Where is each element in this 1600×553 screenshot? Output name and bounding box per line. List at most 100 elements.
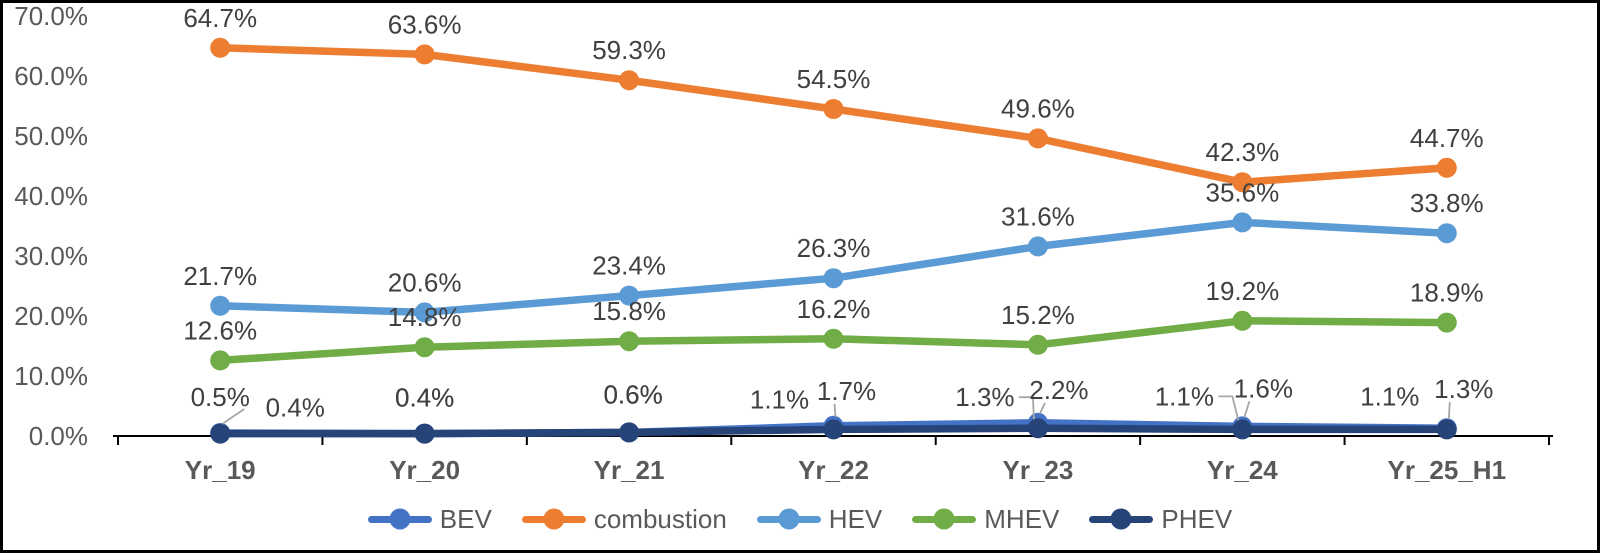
label-leader-line [1218, 395, 1240, 421]
data-label-combustion-Yr_24: 42.3% [1205, 137, 1279, 167]
data-label-combustion-Yr_22: 54.5% [797, 64, 871, 94]
data-label-HEV-Yr_20: 20.6% [388, 267, 462, 297]
data-point-MHEV-Yr_21 [619, 331, 640, 352]
data-label-PHEV-Yr_19: 0.4% [266, 393, 325, 423]
x-axis-category-label: Yr_19 [185, 455, 256, 485]
data-label-MHEV-Yr_23: 15.2% [1001, 300, 1075, 330]
label-leader-line [833, 403, 837, 417]
data-label-PHEV-Yr_21: 0.6% [603, 379, 662, 409]
legend-marker-dot-icon [1110, 508, 1132, 530]
legend-marker-icon [367, 508, 432, 530]
data-label-BEV-Yr_20: 0.4% [395, 383, 454, 413]
data-label-PHEV-Yr_23: 1.3% [955, 382, 1014, 412]
legend-marker-icon [521, 508, 586, 530]
data-point-HEV-Yr_25_H1 [1436, 223, 1457, 244]
data-point-MHEV-Yr_19 [210, 350, 231, 371]
label-leader-line [221, 408, 245, 425]
y-axis-tick-label: 0.0% [29, 421, 88, 451]
legend-label: combustion [593, 504, 727, 534]
x-axis-category-label: Yr_24 [1207, 455, 1278, 485]
data-label-HEV-Yr_22: 26.3% [797, 233, 871, 263]
label-leader-line [1447, 402, 1451, 420]
y-axis-tick-label: 30.0% [14, 241, 88, 271]
data-label-combustion-Yr_21: 59.3% [592, 35, 666, 65]
data-label-combustion-Yr_19: 64.7% [183, 3, 257, 33]
data-label-MHEV-Yr_19: 12.6% [183, 315, 257, 345]
label-leader-line [1018, 396, 1035, 420]
data-label-BEV-Yr_23: 2.2% [1029, 375, 1088, 405]
data-point-HEV-Yr_21 [619, 285, 640, 306]
data-point-MHEV-Yr_22 [823, 328, 844, 349]
y-axis-tick-label: 60.0% [14, 61, 88, 91]
data-label-MHEV-Yr_24: 19.2% [1205, 276, 1279, 306]
data-point-PHEV-Yr_24 [1232, 419, 1253, 440]
chart-legend: BEV combustion HEV MHEV PHEV [3, 497, 1597, 541]
legend-marker-icon [912, 508, 977, 530]
legend-marker-dot-icon [933, 508, 955, 530]
data-label-combustion-Yr_20: 63.6% [388, 9, 462, 39]
data-label-HEV-Yr_24: 35.6% [1205, 177, 1279, 207]
data-label-HEV-Yr_19: 21.7% [183, 261, 257, 291]
data-label-MHEV-Yr_25_H1: 18.9% [1410, 278, 1484, 308]
data-point-HEV-Yr_20 [414, 302, 435, 323]
data-label-PHEV-Yr_22: 1.1% [750, 384, 809, 414]
data-label-PHEV-Yr_25_H1: 1.1% [1360, 381, 1419, 411]
data-point-combustion-Yr_21 [619, 70, 640, 91]
legend-marker-icon [756, 508, 821, 530]
data-label-combustion-Yr_23: 49.6% [1001, 93, 1075, 123]
legend-label: PHEV [1161, 504, 1233, 534]
data-point-combustion-Yr_24 [1232, 172, 1253, 193]
legend-marker-icon [1089, 508, 1154, 530]
data-point-PHEV-Yr_21 [619, 422, 640, 443]
data-label-HEV-Yr_23: 31.6% [1001, 201, 1075, 231]
powertrain-share-line-chart: 0.0% 10.0% 20.0% 30.0% 40.0% 50.0% 60.0% 70.0% Y… [14, 3, 1553, 485]
y-axis-tick-label: 70.0% [14, 3, 88, 31]
label-leader-line [1243, 401, 1251, 418]
data-point-PHEV-Yr_22 [823, 419, 844, 440]
data-point-MHEV-Yr_25_H1 [1436, 312, 1457, 333]
y-axis-tick-label: 10.0% [14, 361, 88, 391]
legend-item-combustion: combustion [521, 504, 727, 534]
data-point-HEV-Yr_24 [1232, 212, 1253, 233]
data-label-MHEV-Yr_22: 16.2% [797, 294, 871, 324]
legend-label: MHEV [984, 504, 1060, 534]
data-label-HEV-Yr_25_H1: 33.8% [1410, 188, 1484, 218]
data-label-BEV-Yr_25_H1: 1.3% [1434, 374, 1493, 404]
y-axis-tick-label: 40.0% [14, 181, 88, 211]
data-point-HEV-Yr_19 [210, 295, 231, 316]
data-point-combustion-Yr_23 [1027, 128, 1048, 149]
legend-item-PHEV: PHEV [1089, 506, 1232, 532]
x-axis-category-label: Yr_20 [389, 455, 460, 485]
data-point-combustion-Yr_20 [414, 44, 435, 65]
x-axis-category-label: Yr_25_H1 [1388, 455, 1507, 485]
data-point-combustion-Yr_25_H1 [1436, 157, 1457, 178]
legend-label: HEV [828, 504, 883, 534]
data-point-combustion-Yr_19 [210, 37, 231, 58]
data-label-MHEV-Yr_21: 15.8% [592, 296, 666, 326]
data-label-PHEV-Yr_24: 1.1% [1155, 381, 1214, 411]
data-label-BEV-Yr_24: 1.6% [1234, 373, 1293, 403]
x-axis-category-label: Yr_22 [798, 455, 869, 485]
legend-item-HEV: HEV [756, 504, 883, 534]
data-point-HEV-Yr_22 [823, 268, 844, 289]
data-label-combustion-Yr_25_H1: 44.7% [1410, 123, 1484, 153]
label-leader-line [1039, 402, 1046, 415]
legend-marker-dot-icon [778, 508, 800, 530]
data-point-MHEV-Yr_20 [414, 337, 435, 358]
y-axis-tick-label: 20.0% [14, 301, 88, 331]
data-label-HEV-Yr_21: 23.4% [592, 251, 666, 281]
legend-label: BEV [439, 504, 492, 534]
data-point-PHEV-Yr_20 [414, 423, 435, 444]
x-axis-category-label: Yr_23 [1003, 455, 1074, 485]
legend-item-MHEV: MHEV [912, 506, 1059, 532]
legend-item-BEV: BEV [367, 504, 492, 534]
data-label-PHEV-Yr_20: 0.4% [395, 383, 454, 413]
data-point-HEV-Yr_23 [1027, 236, 1048, 257]
data-point-MHEV-Yr_23 [1027, 334, 1048, 355]
data-point-MHEV-Yr_24 [1232, 310, 1253, 331]
data-point-PHEV-Yr_25_H1 [1436, 419, 1457, 440]
data-label-MHEV-Yr_20: 14.8% [388, 302, 462, 332]
legend-marker-dot-icon [389, 508, 411, 530]
data-point-PHEV-Yr_23 [1027, 418, 1048, 439]
